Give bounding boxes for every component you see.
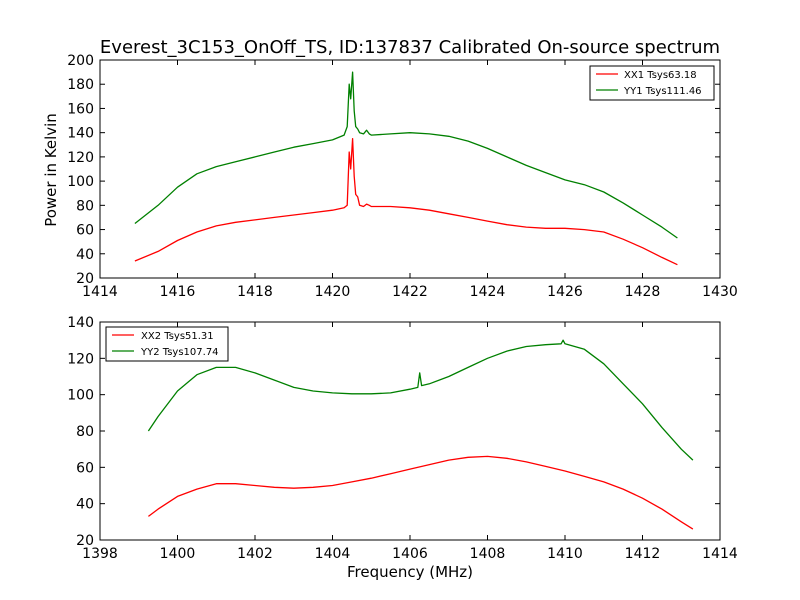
top-x-tick-label: 1422 <box>392 284 428 300</box>
top-x-tick-label: 1426 <box>547 284 583 300</box>
bottom-x-axis-label: Frequency (MHz) <box>347 563 473 581</box>
top-x-tick-label: 1420 <box>315 284 351 300</box>
top-chart-panel: 1414 1416 1418 1420 1422 1424 1426 1428 1430 20 40… <box>67 53 738 300</box>
bottom-y-tick-label: 60 <box>76 460 94 476</box>
top-legend-box <box>589 65 715 101</box>
top-x-tick-label: 1418 <box>237 284 273 300</box>
top-x-tick-label: 1414 <box>82 284 118 300</box>
bottom-x-tick-label: 1408 <box>470 546 506 562</box>
bottom-series-line-1 <box>147 339 694 461</box>
top-y-tick-label: 40 <box>76 247 94 263</box>
top-x-tick-label: 1430 <box>702 284 738 300</box>
top-y-tick-label: 140 <box>67 126 94 142</box>
bottom-x-tick-label: 1414 <box>702 546 738 562</box>
top-y-tick-label: 100 <box>67 174 94 190</box>
top-legend-label-yy1: YY1 Tsys111.46 <box>623 86 702 97</box>
top-x-tick-label: 1416 <box>160 284 196 300</box>
bottom-axis-ticks: 1398 1400 1402 1404 1406 1408 1410 1412 1414 20 40… <box>67 315 738 562</box>
bottom-legend-box <box>105 326 229 362</box>
top-y-tick-label: 60 <box>76 223 94 239</box>
bottom-x-tick-label: 1402 <box>237 546 273 562</box>
top-y-tick-label: 160 <box>67 101 94 117</box>
bottom-x-tick-label: 1412 <box>625 546 661 562</box>
top-y-tick-label: 80 <box>76 198 94 214</box>
bottom-x-tick-label: 1410 <box>547 546 583 562</box>
top-y-axis-label: Power in Kelvin <box>42 113 60 227</box>
top-axis-ticks: 1414 1416 1418 1420 1422 1424 1426 1428 1430 20 40… <box>67 53 738 300</box>
top-y-tick-label: 20 <box>76 271 94 287</box>
bottom-legend-label-xx2: XX2 Tsys51.31 <box>141 331 214 342</box>
bottom-y-tick-label: 120 <box>67 351 94 367</box>
bottom-chart-panel: 1398 1400 1402 1404 1406 1408 1410 1412 1414 20 40… <box>67 315 738 562</box>
bottom-y-tick-label: 100 <box>67 388 94 404</box>
bottom-y-tick-label: 140 <box>67 315 94 331</box>
bottom-series-line-0 <box>148 455 694 530</box>
top-y-tick-label: 180 <box>67 77 94 93</box>
top-series-group <box>134 71 678 266</box>
bottom-y-tick-label: 20 <box>76 533 94 549</box>
bottom-x-tick-label: 1398 <box>82 546 118 562</box>
top-legend-label-xx1: XX1 Tsys63.18 <box>624 70 697 81</box>
top-x-tick-label: 1428 <box>625 284 661 300</box>
top-chart-title: Everest_3C153_OnOff_TS, ID:137837 Calibr… <box>100 37 720 58</box>
bottom-x-tick-label: 1406 <box>392 546 428 562</box>
bottom-y-tick-label: 80 <box>76 424 94 440</box>
top-series-line-0 <box>134 138 678 266</box>
top-y-tick-label: 200 <box>67 53 94 69</box>
bottom-x-tick-label: 1404 <box>315 546 351 562</box>
top-legend: XX1 Tsys63.18 YY1 Tsys111.46 <box>589 65 715 101</box>
bottom-y-tick-label: 40 <box>76 497 94 513</box>
top-y-tick-label: 120 <box>67 150 94 166</box>
top-x-tick-label: 1424 <box>470 284 506 300</box>
bottom-x-tick-label: 1400 <box>160 546 196 562</box>
bottom-legend: XX2 Tsys51.31 YY2 Tsys107.74 <box>105 326 229 362</box>
bottom-legend-label-yy2: YY2 Tsys107.74 <box>140 347 219 358</box>
bottom-series-group <box>147 339 694 530</box>
top-series-line-1 <box>134 71 678 239</box>
